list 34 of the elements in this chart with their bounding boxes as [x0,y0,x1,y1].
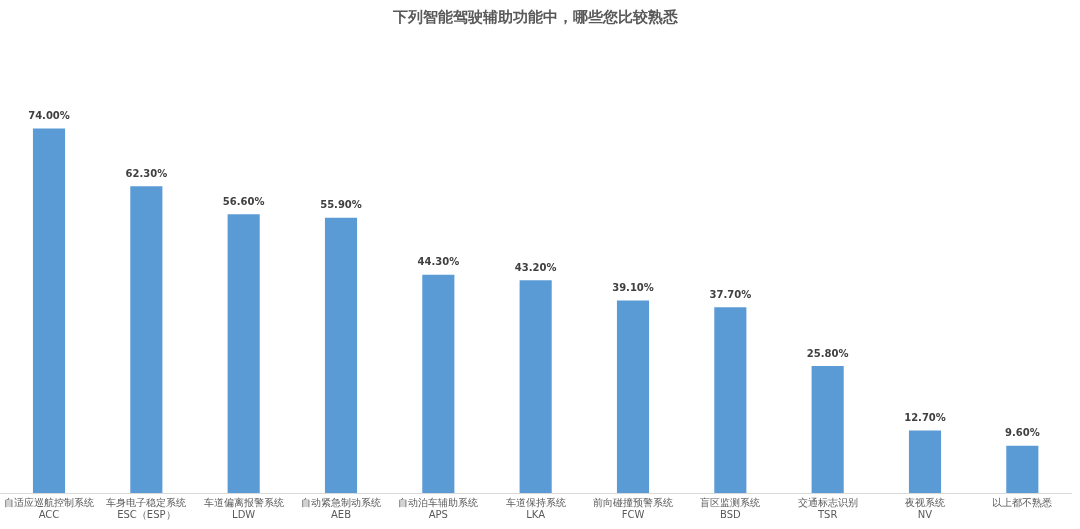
data-label: 25.80% [806,347,849,359]
x-tick-label: 盲区监测系统BSD [700,496,761,520]
data-label: 74.00% [28,110,70,122]
data-label: 12.70% [904,412,946,424]
bar [908,430,942,493]
x-tick-label: 交通标志识别TSR [797,496,858,520]
x-tick-label: 前向碰撞预警系统FCW [593,496,673,520]
x-tick-label: 以上都不熟悉 [992,496,1053,508]
data-label: 44.30% [417,256,460,268]
x-tick-label: 夜视系统NV [905,496,945,520]
bar [616,300,650,493]
data-label: 43.20% [514,261,557,273]
x-tick-label: 自适应巡航控制系统ACC [4,496,94,520]
x-tick-label: 自动紧急制动系统AEB [301,496,381,520]
bar [519,280,552,493]
chart-title: 下列智能驾驶辅助功能中，哪些您比较熟悉 [392,7,679,26]
data-label: 39.10% [612,282,654,294]
data-label: 37.70% [709,288,752,300]
data-label: 9.60% [1004,427,1040,439]
x-tick-label: 车道保持系统LKA [505,496,566,520]
x-tick-label: 自动泊车辅助系统APS [398,496,479,520]
bar [324,217,358,493]
bar [811,365,844,493]
data-label: 55.90% [320,199,362,211]
bar [422,274,455,493]
data-label: 56.60% [222,195,265,207]
x-tick-label: 车道偏离报警系统LDW [203,496,284,520]
bar [130,186,163,493]
data-label: 62.30% [125,167,168,179]
x-tick-label: 车身电子稳定系统ESC（ESP） [106,496,187,520]
bar [714,307,747,493]
bar [32,128,66,493]
bar [227,214,260,493]
bar [1006,445,1039,493]
